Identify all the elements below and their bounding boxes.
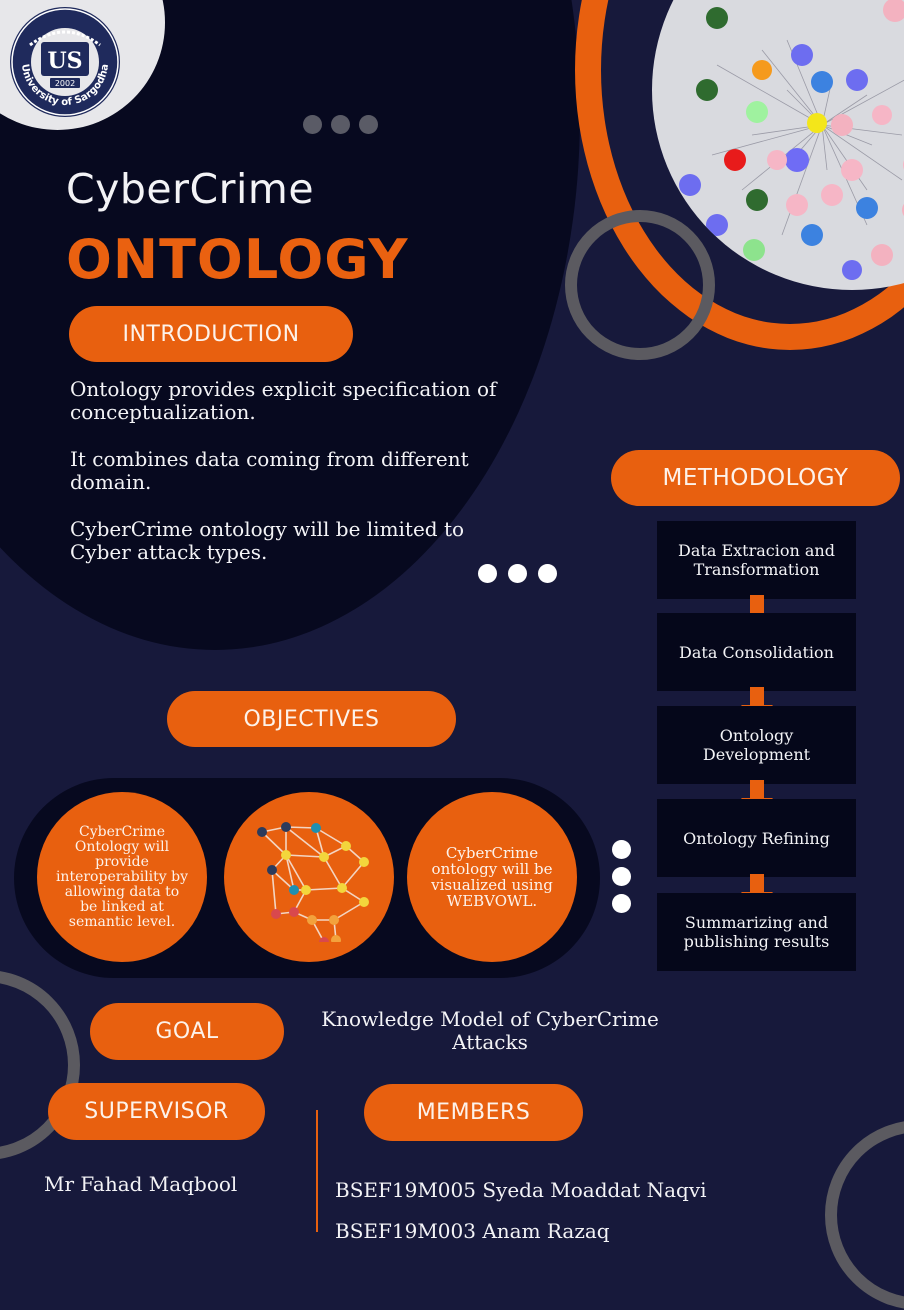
intro-paragraph-1: Ontology provides explicit specification… — [70, 377, 497, 424]
dot — [612, 867, 631, 886]
title-line-1: CyberCrime — [66, 165, 315, 213]
introduction-heading: INTRODUCTION — [69, 306, 353, 362]
dot — [508, 564, 527, 583]
dot — [331, 115, 350, 134]
university-seal-icon: University of Sargodha US 2002 — [10, 7, 120, 117]
intro-paragraph-3: CyberCrime ontology will be limited to C… — [70, 517, 465, 564]
decorative-dots-vertical — [612, 840, 631, 913]
dot — [478, 564, 497, 583]
objective-circle-network — [224, 792, 394, 962]
university-logo: University of Sargodha US 2002 — [8, 5, 122, 119]
gray-ring-decoration-right — [825, 1120, 904, 1310]
member-1: BSEF19M005 Syeda Moaddat Naqvi — [335, 1178, 707, 1202]
divider-line — [316, 1110, 318, 1232]
brain-network-icon — [257, 822, 369, 942]
decorative-dots-middle — [478, 564, 557, 583]
goal-heading: GOAL — [90, 1003, 284, 1060]
goal-text: Knowledge Model of CyberCrime Attacks — [321, 1007, 659, 1054]
objective-circle-1: CyberCrime Ontology will provide interop… — [37, 792, 207, 962]
dot — [303, 115, 322, 134]
supervisor-name: Mr Fahad Maqbool — [44, 1172, 238, 1196]
methodology-step-4: Ontology Refining — [657, 799, 856, 877]
objectives-heading: OBJECTIVES — [167, 691, 456, 747]
dot — [359, 115, 378, 134]
gray-ring-decoration — [565, 210, 715, 360]
svg-text:2002: 2002 — [55, 79, 75, 88]
title-line-2: ONTOLOGY — [66, 228, 409, 291]
introduction-text: Ontology provides explicit specification… — [70, 378, 530, 588]
ontology-graph-icon — [679, 0, 904, 280]
members-heading: MEMBERS — [364, 1084, 583, 1141]
methodology-step-1: Data Extracion and Transformation — [657, 521, 856, 599]
svg-text:US: US — [47, 48, 82, 74]
member-2: BSEF19M003 Anam Razaq — [335, 1219, 610, 1243]
dot — [612, 894, 631, 913]
methodology-step-5: Summarizing and publishing results — [657, 893, 856, 971]
dot — [612, 840, 631, 859]
methodology-heading: METHODOLOGY — [611, 450, 900, 506]
methodology-step-3: Ontology Development — [657, 706, 856, 784]
supervisor-heading: SUPERVISOR — [48, 1083, 265, 1140]
decorative-dots-top — [303, 115, 378, 134]
objective-circle-2: CyberCrime ontology will be visualized u… — [407, 792, 577, 962]
dot — [538, 564, 557, 583]
intro-paragraph-2: It combines data coming from different d… — [70, 447, 469, 494]
methodology-step-2: Data Consolidation — [657, 613, 856, 691]
